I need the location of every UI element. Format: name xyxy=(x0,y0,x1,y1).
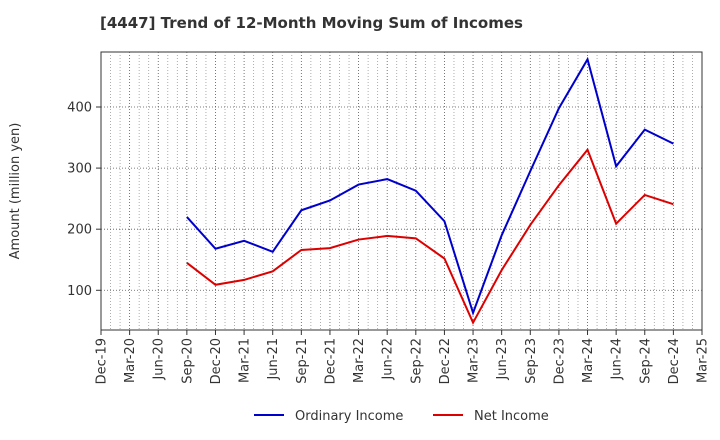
legend-label: Ordinary Income xyxy=(295,409,403,424)
x-tick-label: Dec-23 xyxy=(552,338,567,384)
x-tick-label: Dec-20 xyxy=(209,338,224,384)
x-tick-label: Jun-21 xyxy=(266,338,281,381)
x-tick-label: Jun-24 xyxy=(610,338,625,381)
x-tick-label: Dec-22 xyxy=(438,338,453,384)
x-tick-label: Mar-23 xyxy=(467,338,482,383)
x-tick-label: Dec-24 xyxy=(667,338,682,384)
y-tick-label: 300 xyxy=(67,162,92,177)
y-tick-label: 100 xyxy=(67,284,92,299)
x-tick-label: Dec-21 xyxy=(323,338,338,384)
y-tick-label: 400 xyxy=(67,100,92,115)
x-tick-label: Mar-25 xyxy=(696,338,711,383)
series-line-net-income xyxy=(186,147,674,325)
x-tick-label: Jun-23 xyxy=(495,338,510,381)
x-tick-label: Jun-20 xyxy=(152,338,167,381)
legend-label: Net Income xyxy=(474,409,549,424)
series-line-ordinary-income xyxy=(186,56,674,316)
x-tick-label: Sep-21 xyxy=(295,338,310,384)
x-tick-label: Mar-24 xyxy=(581,338,596,383)
plot-frame xyxy=(100,51,703,331)
x-tick-label: Sep-20 xyxy=(180,338,195,384)
x-tick-label: Mar-21 xyxy=(238,338,253,383)
x-tick-label: Sep-24 xyxy=(638,338,653,384)
y-axis-title: Amount (million yen) xyxy=(8,123,23,260)
minor-vertical-gridlines xyxy=(110,52,693,330)
x-tick-label: Mar-22 xyxy=(352,338,367,383)
x-tick-label: Mar-20 xyxy=(123,338,138,383)
y-tick-label: 200 xyxy=(67,223,92,238)
x-tick-label: Jun-22 xyxy=(381,338,396,381)
x-tick-label: Dec-19 xyxy=(95,338,110,384)
chart-title: [4447] Trend of 12-Month Moving Sum of I… xyxy=(100,14,523,32)
x-tick-label: Sep-23 xyxy=(524,338,539,384)
x-tick-label: Sep-22 xyxy=(409,338,424,384)
